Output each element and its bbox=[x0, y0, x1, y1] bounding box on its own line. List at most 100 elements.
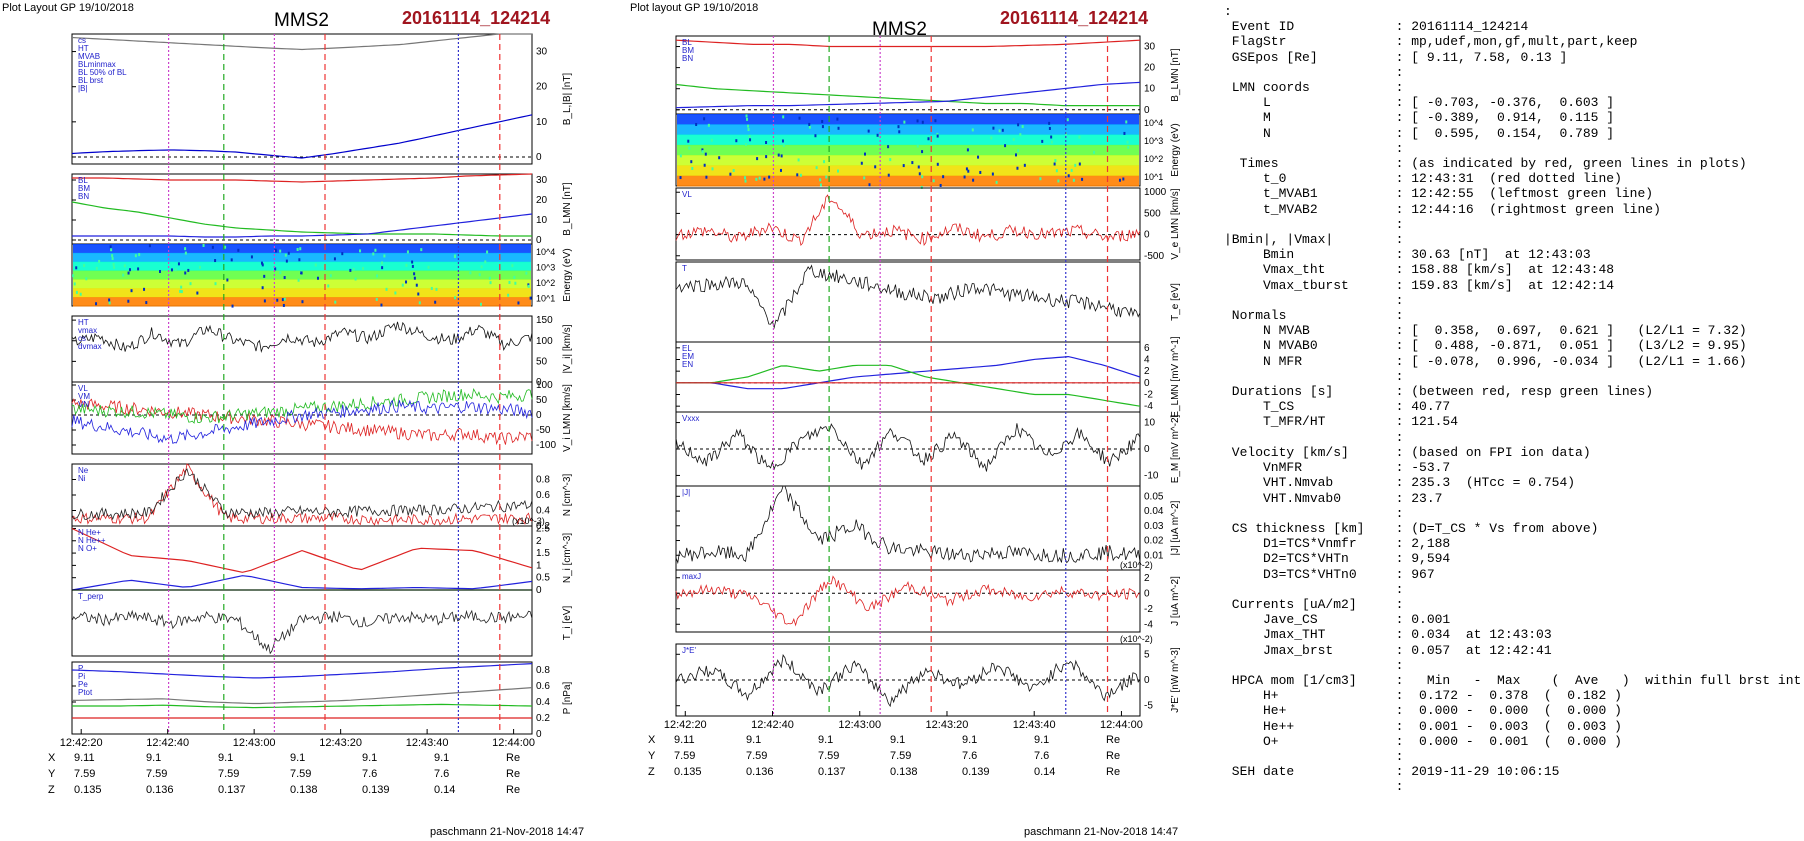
y-axis-label: N [cm^-3] bbox=[562, 474, 573, 517]
panel-frame bbox=[675, 187, 1141, 261]
spectrogram-pixel bbox=[372, 252, 375, 256]
spectrogram-pixel bbox=[138, 253, 141, 257]
y-tick-label: 0.04 bbox=[1144, 506, 1164, 517]
spectrogram-pixel bbox=[690, 160, 693, 164]
spectrogram-pixel bbox=[435, 287, 438, 291]
y-tick-label: 10^1 bbox=[1144, 172, 1163, 182]
spectrogram-pixel bbox=[413, 272, 416, 276]
spectrogram-pixel bbox=[780, 154, 783, 158]
y-tick-label: 0 bbox=[1144, 588, 1150, 599]
info-line: Currents [uA/m2] : bbox=[1224, 596, 1404, 612]
y-tick-label: 0.2 bbox=[536, 521, 550, 532]
spectrogram-pixel bbox=[920, 185, 923, 189]
info-line: Velocity [km/s] : (based on FPI ion data… bbox=[1224, 444, 1591, 460]
y-tick-label: 2 bbox=[536, 536, 542, 547]
position-value: 7.59 bbox=[146, 768, 168, 780]
spectrogram-pixel bbox=[411, 264, 414, 268]
spectrogram-pixel bbox=[417, 292, 420, 296]
spectrogram-band bbox=[677, 165, 1139, 177]
position-value: 9.1 bbox=[1034, 734, 1050, 746]
spectrogram-pixel bbox=[282, 303, 285, 307]
legend-entry: Ni bbox=[78, 474, 86, 483]
y-axis-label: |J| [uA m^-2] bbox=[1170, 500, 1181, 555]
spectrogram-pixel bbox=[1066, 118, 1069, 122]
legend-entry: BL 50% of BL bbox=[78, 68, 127, 77]
legend-entry: Ptot bbox=[78, 688, 93, 697]
spectrogram-pixel bbox=[992, 126, 995, 130]
x-tick-label: 12:42:40 bbox=[146, 737, 189, 749]
y-tick-label: 30 bbox=[1144, 42, 1156, 53]
info-line: H+ : 0.172 - 0.378 ( 0.182 ) bbox=[1224, 688, 1622, 704]
spectrogram-pixel bbox=[1041, 139, 1044, 143]
spectrogram-pixel bbox=[991, 172, 994, 176]
spectrogram-pixel bbox=[279, 249, 282, 253]
spectrogram-pixel bbox=[1050, 140, 1053, 144]
spectrogram-pixel bbox=[701, 150, 704, 154]
spectrogram-pixel bbox=[799, 173, 802, 177]
spectrogram-pixel bbox=[381, 261, 384, 265]
series-line bbox=[675, 194, 1141, 247]
position-value: 0.137 bbox=[818, 766, 846, 778]
spectrogram-pixel bbox=[281, 298, 284, 302]
position-axis-label: Z bbox=[648, 766, 655, 778]
y-tick-label: -5 bbox=[1144, 701, 1153, 712]
spectrogram-pixel bbox=[797, 158, 800, 162]
spectrogram-pixel bbox=[418, 301, 421, 305]
spectrogram-band bbox=[73, 270, 531, 280]
spectrogram-pixel bbox=[529, 296, 532, 300]
info-line: D1=TCS*Vnmfr : 2,188 bbox=[1224, 536, 1451, 552]
position-value: 0.138 bbox=[290, 784, 318, 796]
spectrogram-pixel bbox=[327, 284, 330, 288]
spectrogram-pixel bbox=[263, 299, 266, 303]
info-line: VHT.Nmvab0 : 23.7 bbox=[1224, 490, 1443, 506]
info-line: He+ : 0.000 - 0.000 ( 0.000 ) bbox=[1224, 703, 1622, 719]
info-line: t_0 : 12:43:31 (red dotted line) bbox=[1224, 171, 1622, 187]
spectrogram-band bbox=[73, 279, 531, 289]
spectrogram-pixel bbox=[796, 173, 799, 177]
position-value: 7.59 bbox=[890, 750, 912, 762]
spectrogram-pixel bbox=[688, 146, 691, 150]
info-line: T_MFR/HT : 121.54 bbox=[1224, 414, 1459, 430]
spectrogram-pixel bbox=[128, 268, 131, 272]
spectrogram-pixel bbox=[749, 138, 752, 142]
spectrogram-pixel bbox=[484, 260, 487, 264]
spectrogram-pixel bbox=[911, 161, 914, 165]
spectrogram-band bbox=[73, 244, 531, 254]
spectrogram-pixel bbox=[747, 128, 750, 132]
series-line bbox=[675, 654, 1141, 708]
spectrogram-pixel bbox=[224, 245, 227, 249]
spectrogram-pixel bbox=[998, 129, 1001, 133]
panel-right-9: J*E' [nW m^-3] -5 0 5 J*E' (x10^-2) bbox=[675, 634, 1181, 717]
spectrogram-pixel bbox=[768, 175, 771, 179]
info-line: Jmax_brst : 0.057 at 12:42:41 bbox=[1224, 642, 1552, 658]
spectrogram-pixel bbox=[917, 165, 920, 169]
spectrogram-pixel bbox=[513, 275, 516, 279]
info-line: Durations [s] : (between red, resp green… bbox=[1224, 384, 1654, 400]
spectrogram-pixel bbox=[110, 248, 113, 252]
series-line bbox=[71, 321, 533, 354]
spectrogram-pixel bbox=[514, 281, 517, 285]
panel-frame bbox=[71, 173, 533, 245]
x-tick-label: 12:43:20 bbox=[319, 737, 362, 749]
spectrogram-pixel bbox=[876, 133, 879, 137]
series-line bbox=[71, 609, 533, 655]
series-line bbox=[676, 364, 1141, 407]
spectrogram-pixel bbox=[284, 253, 287, 257]
spectrogram-pixel bbox=[85, 277, 88, 281]
spectrogram-pixel bbox=[779, 168, 782, 172]
spectrogram-pixel bbox=[916, 119, 919, 123]
spectrogram-band bbox=[677, 124, 1139, 136]
legend-entry: VL bbox=[78, 384, 88, 393]
spectrogram-pixel bbox=[75, 290, 78, 294]
series-line bbox=[71, 687, 533, 705]
spectrogram-pixel bbox=[453, 255, 456, 259]
y-tick-label: 1 bbox=[536, 560, 542, 571]
y-tick-label: 0 bbox=[1144, 230, 1150, 241]
info-line: : bbox=[1224, 216, 1404, 232]
y-tick-label: 0.05 bbox=[1144, 491, 1164, 502]
spectrogram-pixel bbox=[375, 297, 378, 301]
spectrogram-pixel bbox=[301, 300, 304, 304]
spectrogram-pixel bbox=[434, 300, 437, 304]
spectrogram-pixel bbox=[939, 183, 942, 187]
